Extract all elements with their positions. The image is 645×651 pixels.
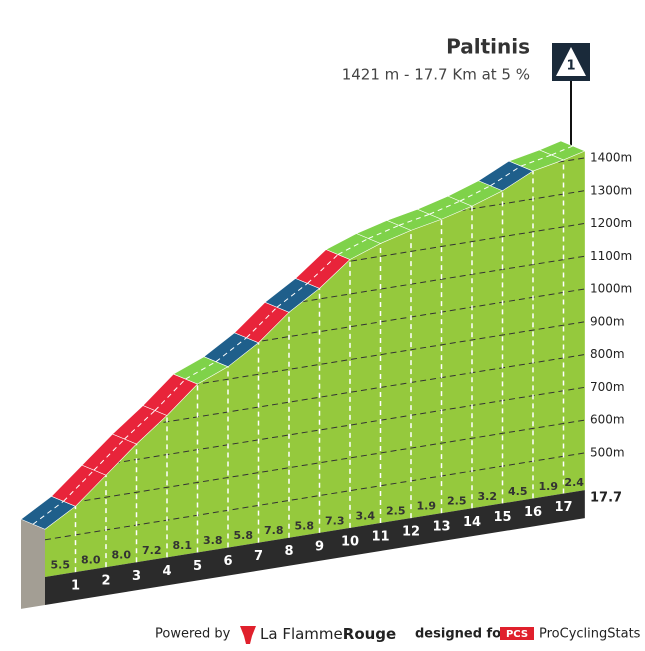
y-tick-label: 1000m bbox=[590, 282, 632, 296]
km-label: 17 bbox=[554, 500, 572, 515]
strip-center bbox=[398, 213, 430, 226]
gradient-label: 5.5 bbox=[51, 559, 71, 572]
pcs-label: PCS bbox=[506, 629, 528, 640]
km-label: 6 bbox=[223, 554, 232, 569]
grid-line bbox=[45, 449, 585, 541]
gradient-label: 8.1 bbox=[173, 539, 193, 552]
flamme-logo bbox=[240, 626, 256, 644]
y-tick-label: 700m bbox=[590, 380, 625, 394]
y-tick-label: 1200m bbox=[590, 216, 632, 230]
pcs-logo bbox=[500, 627, 534, 640]
km-label: 13 bbox=[432, 520, 450, 535]
strip-center bbox=[551, 145, 574, 156]
y-tick-label: 800m bbox=[590, 347, 625, 361]
strip-center bbox=[63, 469, 95, 502]
brand-flamme: La FlammeRouge bbox=[260, 625, 396, 643]
km-label: 1 bbox=[71, 579, 80, 594]
gradient-label: 3.8 bbox=[203, 534, 223, 547]
plot: 500m 600m 700m 800m 900m 1000m 1100m 1200m 1300m… bbox=[20, 140, 632, 609]
y-tick-label: 1100m bbox=[590, 249, 632, 263]
grid-line bbox=[45, 384, 585, 475]
y-tick-label: 600m bbox=[590, 413, 625, 427]
strip-center bbox=[93, 438, 125, 471]
marker-triangle bbox=[556, 47, 586, 76]
designed-for: designed for bbox=[415, 627, 508, 642]
profile-face bbox=[45, 150, 585, 578]
climb-subtitle: 1421 m - 17.7 Km at 5 % bbox=[342, 66, 530, 84]
gradient-label: 1.9 bbox=[417, 500, 437, 513]
gradient-label: 7.2 bbox=[142, 544, 162, 557]
strip-center bbox=[246, 306, 278, 339]
strip-center bbox=[32, 500, 64, 525]
climb-title: Paltinis bbox=[446, 35, 530, 59]
km-label: 4 bbox=[162, 564, 171, 579]
brand-pcs: ProCyclingStats bbox=[539, 627, 641, 642]
gradient-label: 3.2 bbox=[478, 490, 498, 503]
grid-line bbox=[45, 417, 585, 508]
length-label: 17.7 bbox=[590, 491, 622, 506]
km-label: 14 bbox=[463, 515, 481, 530]
strip-center bbox=[185, 361, 217, 380]
km-label: 2 bbox=[101, 574, 110, 589]
strip-center bbox=[215, 337, 247, 363]
strip-center bbox=[429, 200, 461, 215]
y-tick-label: 1300m bbox=[590, 183, 632, 197]
strip-center bbox=[154, 378, 186, 411]
side-face bbox=[21, 519, 45, 609]
km-label: 12 bbox=[402, 525, 420, 540]
gradient-label: 8.0 bbox=[112, 549, 132, 562]
km-label: 10 bbox=[341, 534, 359, 549]
gradient-label: 8.0 bbox=[81, 554, 101, 567]
marker-label: 1 bbox=[566, 59, 575, 74]
gradient-label: 7.3 bbox=[325, 514, 345, 527]
strip-center bbox=[307, 254, 339, 284]
strip-center bbox=[276, 282, 308, 308]
gradient-label: 1.9 bbox=[539, 480, 559, 493]
y-tick-label: 1400m bbox=[590, 151, 632, 165]
gradient-label: 5.8 bbox=[234, 529, 254, 542]
gradient-label: 5.8 bbox=[295, 519, 315, 532]
km-label: 5 bbox=[193, 559, 202, 574]
y-tick-label: 500m bbox=[590, 446, 625, 460]
km-label: 9 bbox=[315, 539, 324, 554]
gradient-label: 2.5 bbox=[386, 505, 406, 518]
strip-center bbox=[490, 165, 522, 187]
base-band bbox=[45, 490, 585, 605]
strip-center bbox=[124, 410, 156, 440]
km-label: 15 bbox=[493, 510, 511, 525]
strip-center bbox=[520, 154, 552, 167]
gradient-label: 7.8 bbox=[264, 524, 284, 537]
gradient-label: 2.4 bbox=[564, 476, 584, 489]
strip-center bbox=[459, 185, 491, 202]
powered-by: Powered by bbox=[155, 627, 231, 642]
brand-part: La Flamme bbox=[260, 625, 343, 643]
km-label: 7 bbox=[254, 549, 263, 564]
y-tick-label: 900m bbox=[590, 314, 625, 328]
gradient-label: 3.4 bbox=[356, 509, 376, 522]
km-label: 16 bbox=[524, 505, 542, 520]
strip-center bbox=[368, 224, 400, 239]
km-label: 3 bbox=[132, 569, 141, 584]
km-label: 11 bbox=[371, 529, 389, 544]
km-label: 8 bbox=[284, 544, 293, 559]
brand-part: Rouge bbox=[343, 625, 396, 643]
strip-center bbox=[337, 238, 369, 255]
gradient-label: 4.5 bbox=[508, 485, 528, 498]
gradient-label: 2.5 bbox=[447, 495, 467, 508]
